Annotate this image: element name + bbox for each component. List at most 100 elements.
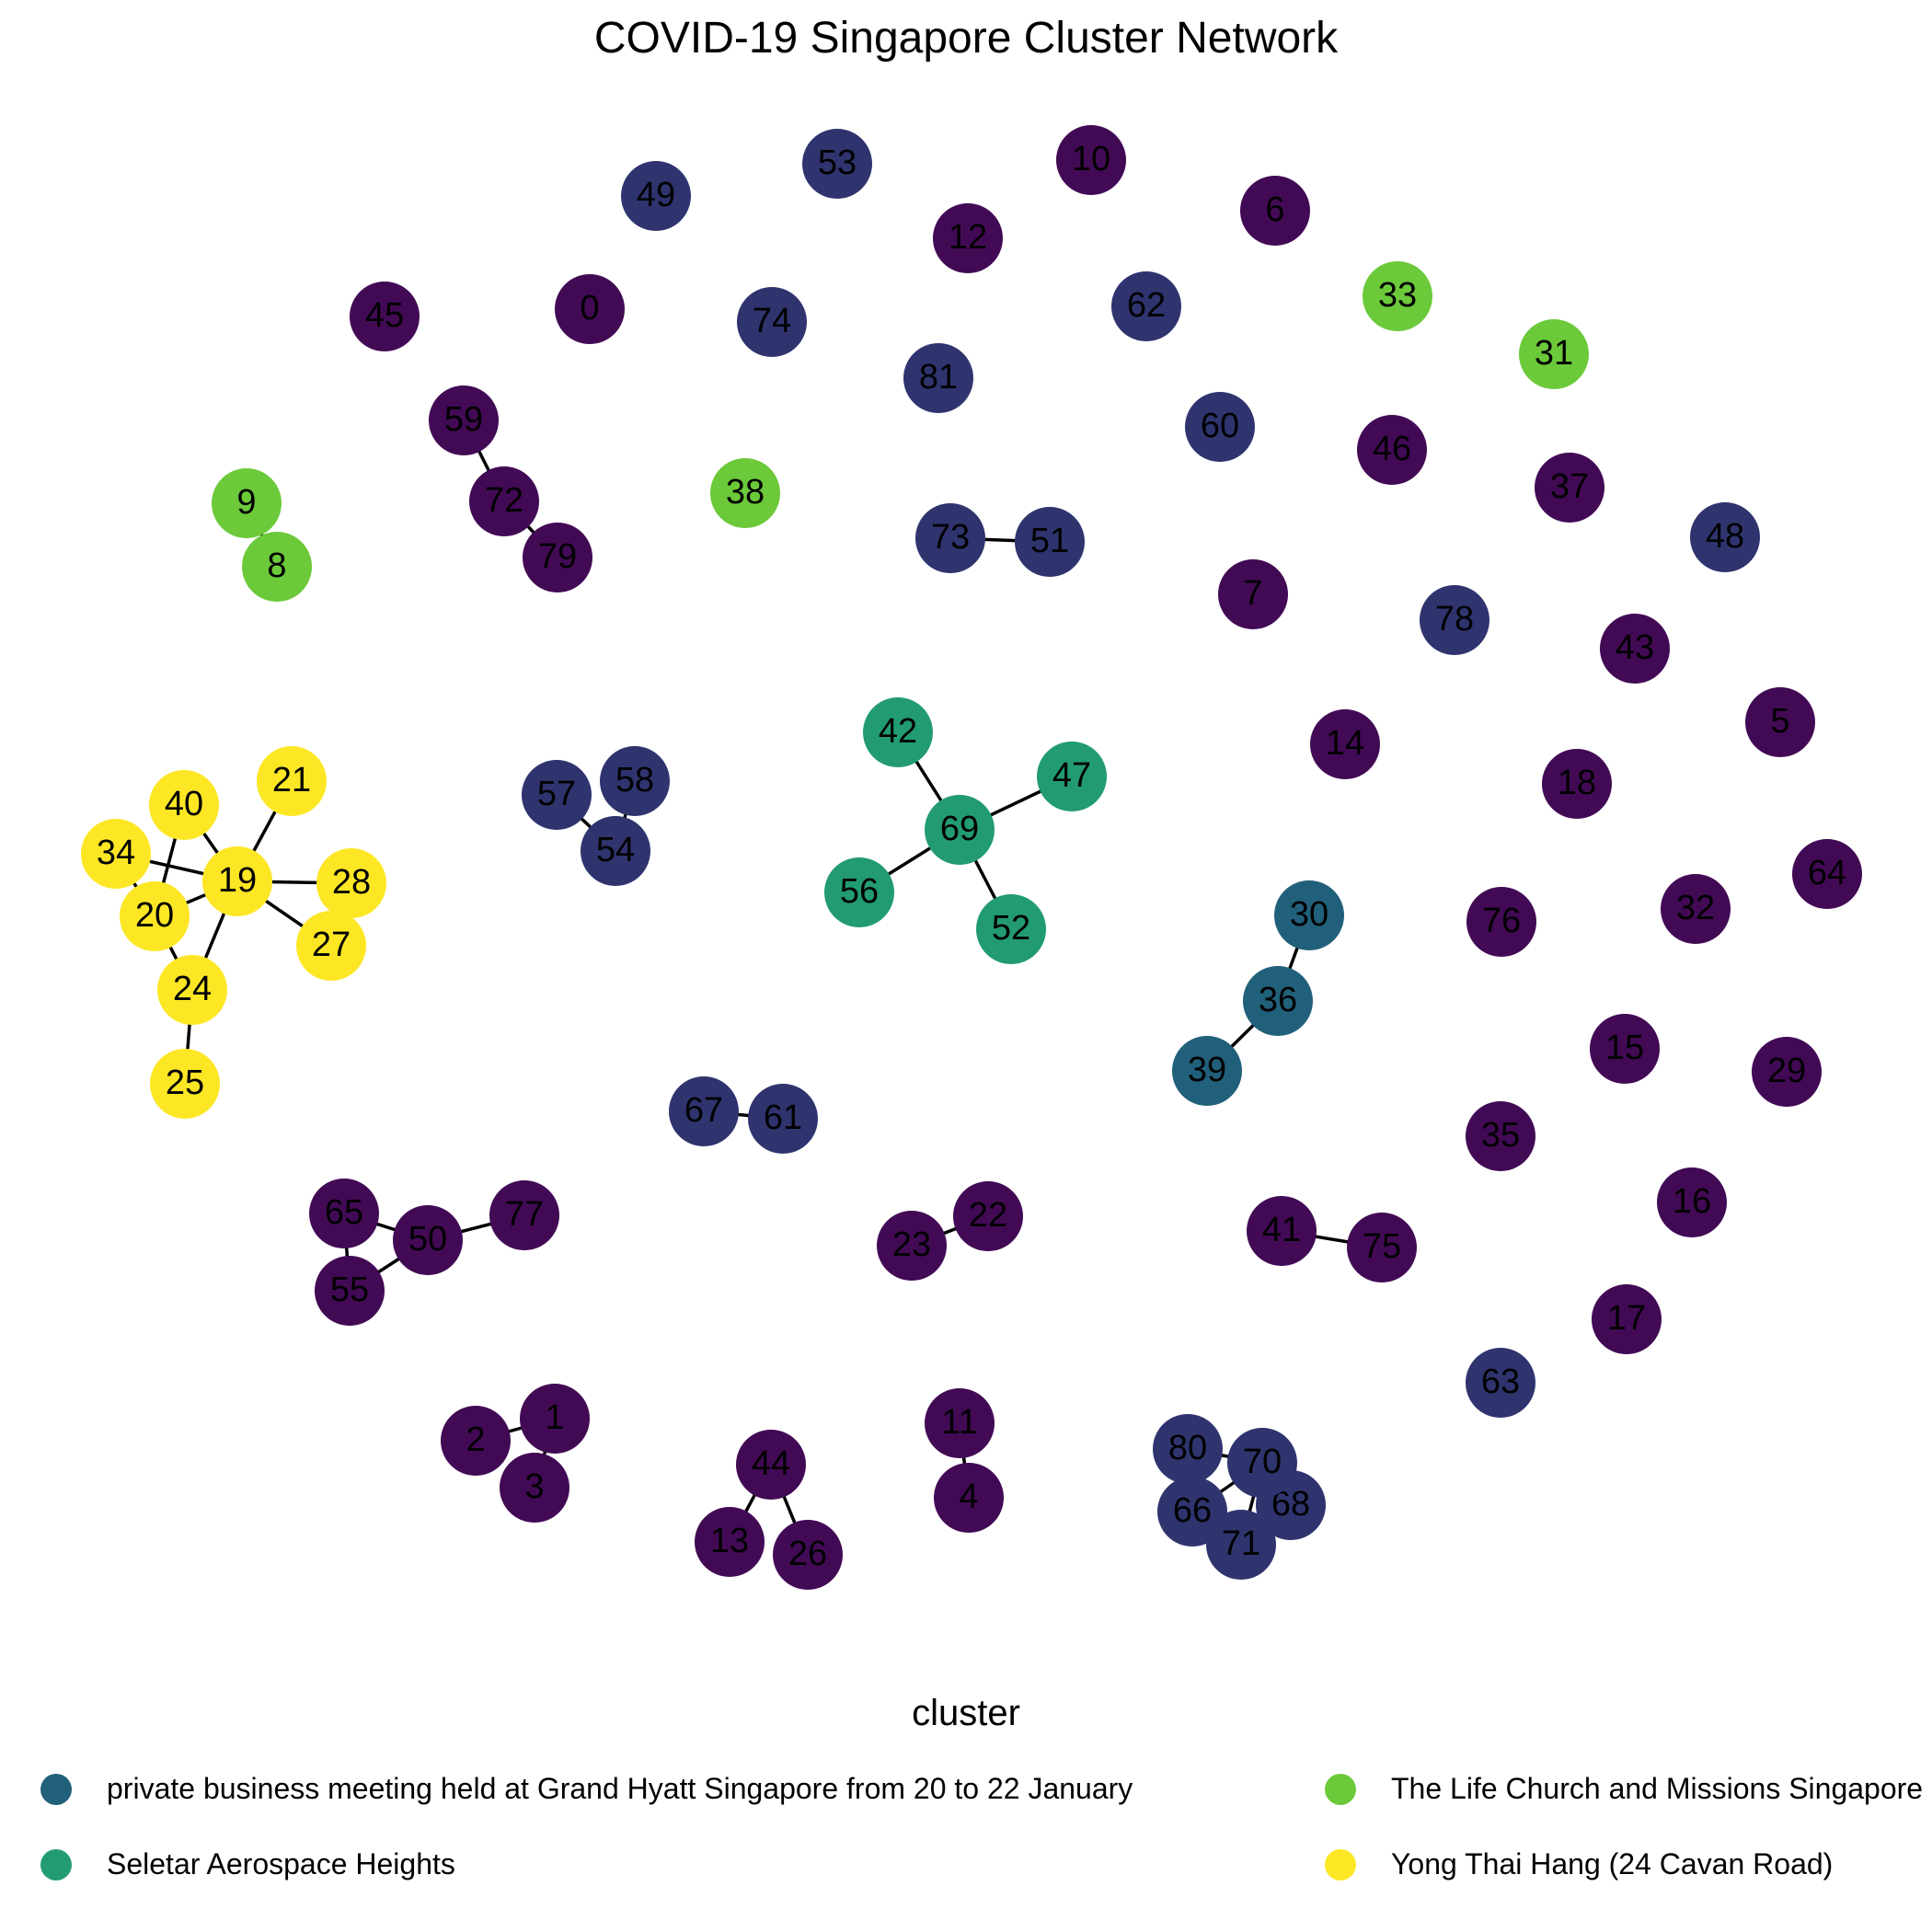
node-label: 36: [1259, 981, 1297, 1019]
node-circle: [1274, 880, 1344, 950]
node-label: 12: [949, 218, 987, 257]
node-label: 45: [365, 296, 404, 335]
node-label: 40: [165, 785, 203, 823]
node-label: 75: [1363, 1227, 1401, 1266]
node-circle: [1172, 1036, 1242, 1106]
node-circle: [1357, 415, 1427, 485]
node-11: 11: [925, 1388, 995, 1458]
node-circle: [1519, 319, 1589, 389]
node-35: 35: [1466, 1101, 1535, 1171]
node-circle: [737, 287, 807, 357]
node-37: 37: [1535, 453, 1604, 523]
node-label: 28: [332, 863, 371, 902]
legend-swatch: [1325, 1848, 1356, 1880]
node-circle: [695, 1507, 765, 1577]
node-circle: [1310, 709, 1380, 779]
node-15: 15: [1590, 1014, 1660, 1084]
node-0: 0: [555, 274, 625, 344]
node-label: 4: [959, 1478, 978, 1516]
node-circle: [877, 1211, 947, 1281]
node-label: 77: [505, 1195, 544, 1234]
node-label: 67: [684, 1091, 723, 1130]
legend-swatch: [40, 1848, 72, 1880]
node-40: 40: [149, 770, 219, 840]
node-43: 43: [1600, 614, 1670, 684]
node-label: 56: [840, 872, 879, 911]
node-circle: [1590, 1014, 1660, 1084]
node-circle: [1592, 1284, 1662, 1354]
node-label: 51: [1030, 522, 1069, 560]
node-circle: [257, 746, 327, 816]
node-81: 81: [903, 343, 973, 413]
node-circle: [1535, 453, 1604, 523]
node-label: 58: [615, 761, 654, 799]
node-circle: [1056, 125, 1126, 195]
node-circle: [1243, 966, 1313, 1036]
node-circle: [500, 1453, 569, 1523]
node-circle: [1218, 559, 1288, 629]
node-label: 10: [1072, 140, 1110, 178]
node-circle: [120, 881, 190, 951]
node-circle: [934, 1463, 1004, 1533]
node-51: 51: [1015, 507, 1085, 577]
node-12: 12: [933, 203, 1003, 273]
legend-swatch: [40, 1773, 72, 1805]
node-circle: [316, 848, 386, 918]
node-42: 42: [863, 697, 933, 767]
node-label: 64: [1808, 854, 1846, 892]
node-circle: [1792, 839, 1862, 909]
node-label: 32: [1676, 889, 1715, 927]
node-label: 79: [538, 537, 577, 576]
node-label: 30: [1290, 895, 1328, 934]
node-74: 74: [737, 287, 807, 357]
node-circle: [315, 1256, 385, 1326]
node-circle: [1347, 1213, 1417, 1282]
node-circle: [1227, 1428, 1297, 1498]
node-label: 13: [710, 1522, 749, 1560]
node-label: 47: [1052, 756, 1091, 795]
node-label: 44: [752, 1444, 790, 1483]
node-50: 50: [393, 1205, 463, 1275]
node-label: 22: [969, 1196, 1007, 1235]
node-64: 64: [1792, 839, 1862, 909]
node-label: 46: [1373, 430, 1411, 468]
node-71: 71: [1206, 1510, 1276, 1580]
node-label: 55: [330, 1271, 369, 1309]
node-circle: [710, 458, 780, 528]
node-label: 63: [1481, 1363, 1520, 1401]
node-label: 5: [1770, 702, 1789, 741]
node-label: 19: [218, 861, 257, 900]
node-circle: [157, 955, 227, 1025]
node-label: 48: [1706, 517, 1744, 556]
node-label: 17: [1607, 1299, 1646, 1338]
node-label: 9: [236, 483, 256, 522]
node-circle: [1111, 271, 1181, 341]
node-circle: [469, 466, 539, 536]
node-67: 67: [669, 1076, 739, 1146]
node-circle: [1037, 742, 1107, 811]
node-circle: [915, 503, 985, 573]
node-52: 52: [976, 894, 1046, 964]
node-77: 77: [489, 1180, 559, 1250]
node-48: 48: [1690, 502, 1760, 572]
node-circle: [1247, 1196, 1317, 1266]
node-label: 54: [596, 831, 635, 869]
node-circle: [150, 1049, 220, 1119]
node-label: 81: [919, 358, 958, 397]
node-circle: [1153, 1414, 1223, 1484]
legend-label: private business meeting held at Grand H…: [107, 1772, 1133, 1805]
node-circle: [202, 846, 272, 916]
legend-item-seletar: Seletar Aerospace Heights: [40, 1847, 1292, 1881]
node-label: 53: [818, 144, 857, 182]
node-circle: [863, 697, 933, 767]
node-72: 72: [469, 466, 539, 536]
node-34: 34: [81, 819, 151, 889]
node-circle: [1157, 1477, 1227, 1547]
node-32: 32: [1661, 874, 1731, 944]
node-label: 23: [892, 1225, 931, 1264]
node-45: 45: [350, 282, 420, 351]
node-label: 80: [1168, 1429, 1207, 1467]
node-28: 28: [316, 848, 386, 918]
node-2: 2: [441, 1406, 511, 1476]
legend-label: The Life Church and Missions Singapore: [1391, 1772, 1924, 1805]
